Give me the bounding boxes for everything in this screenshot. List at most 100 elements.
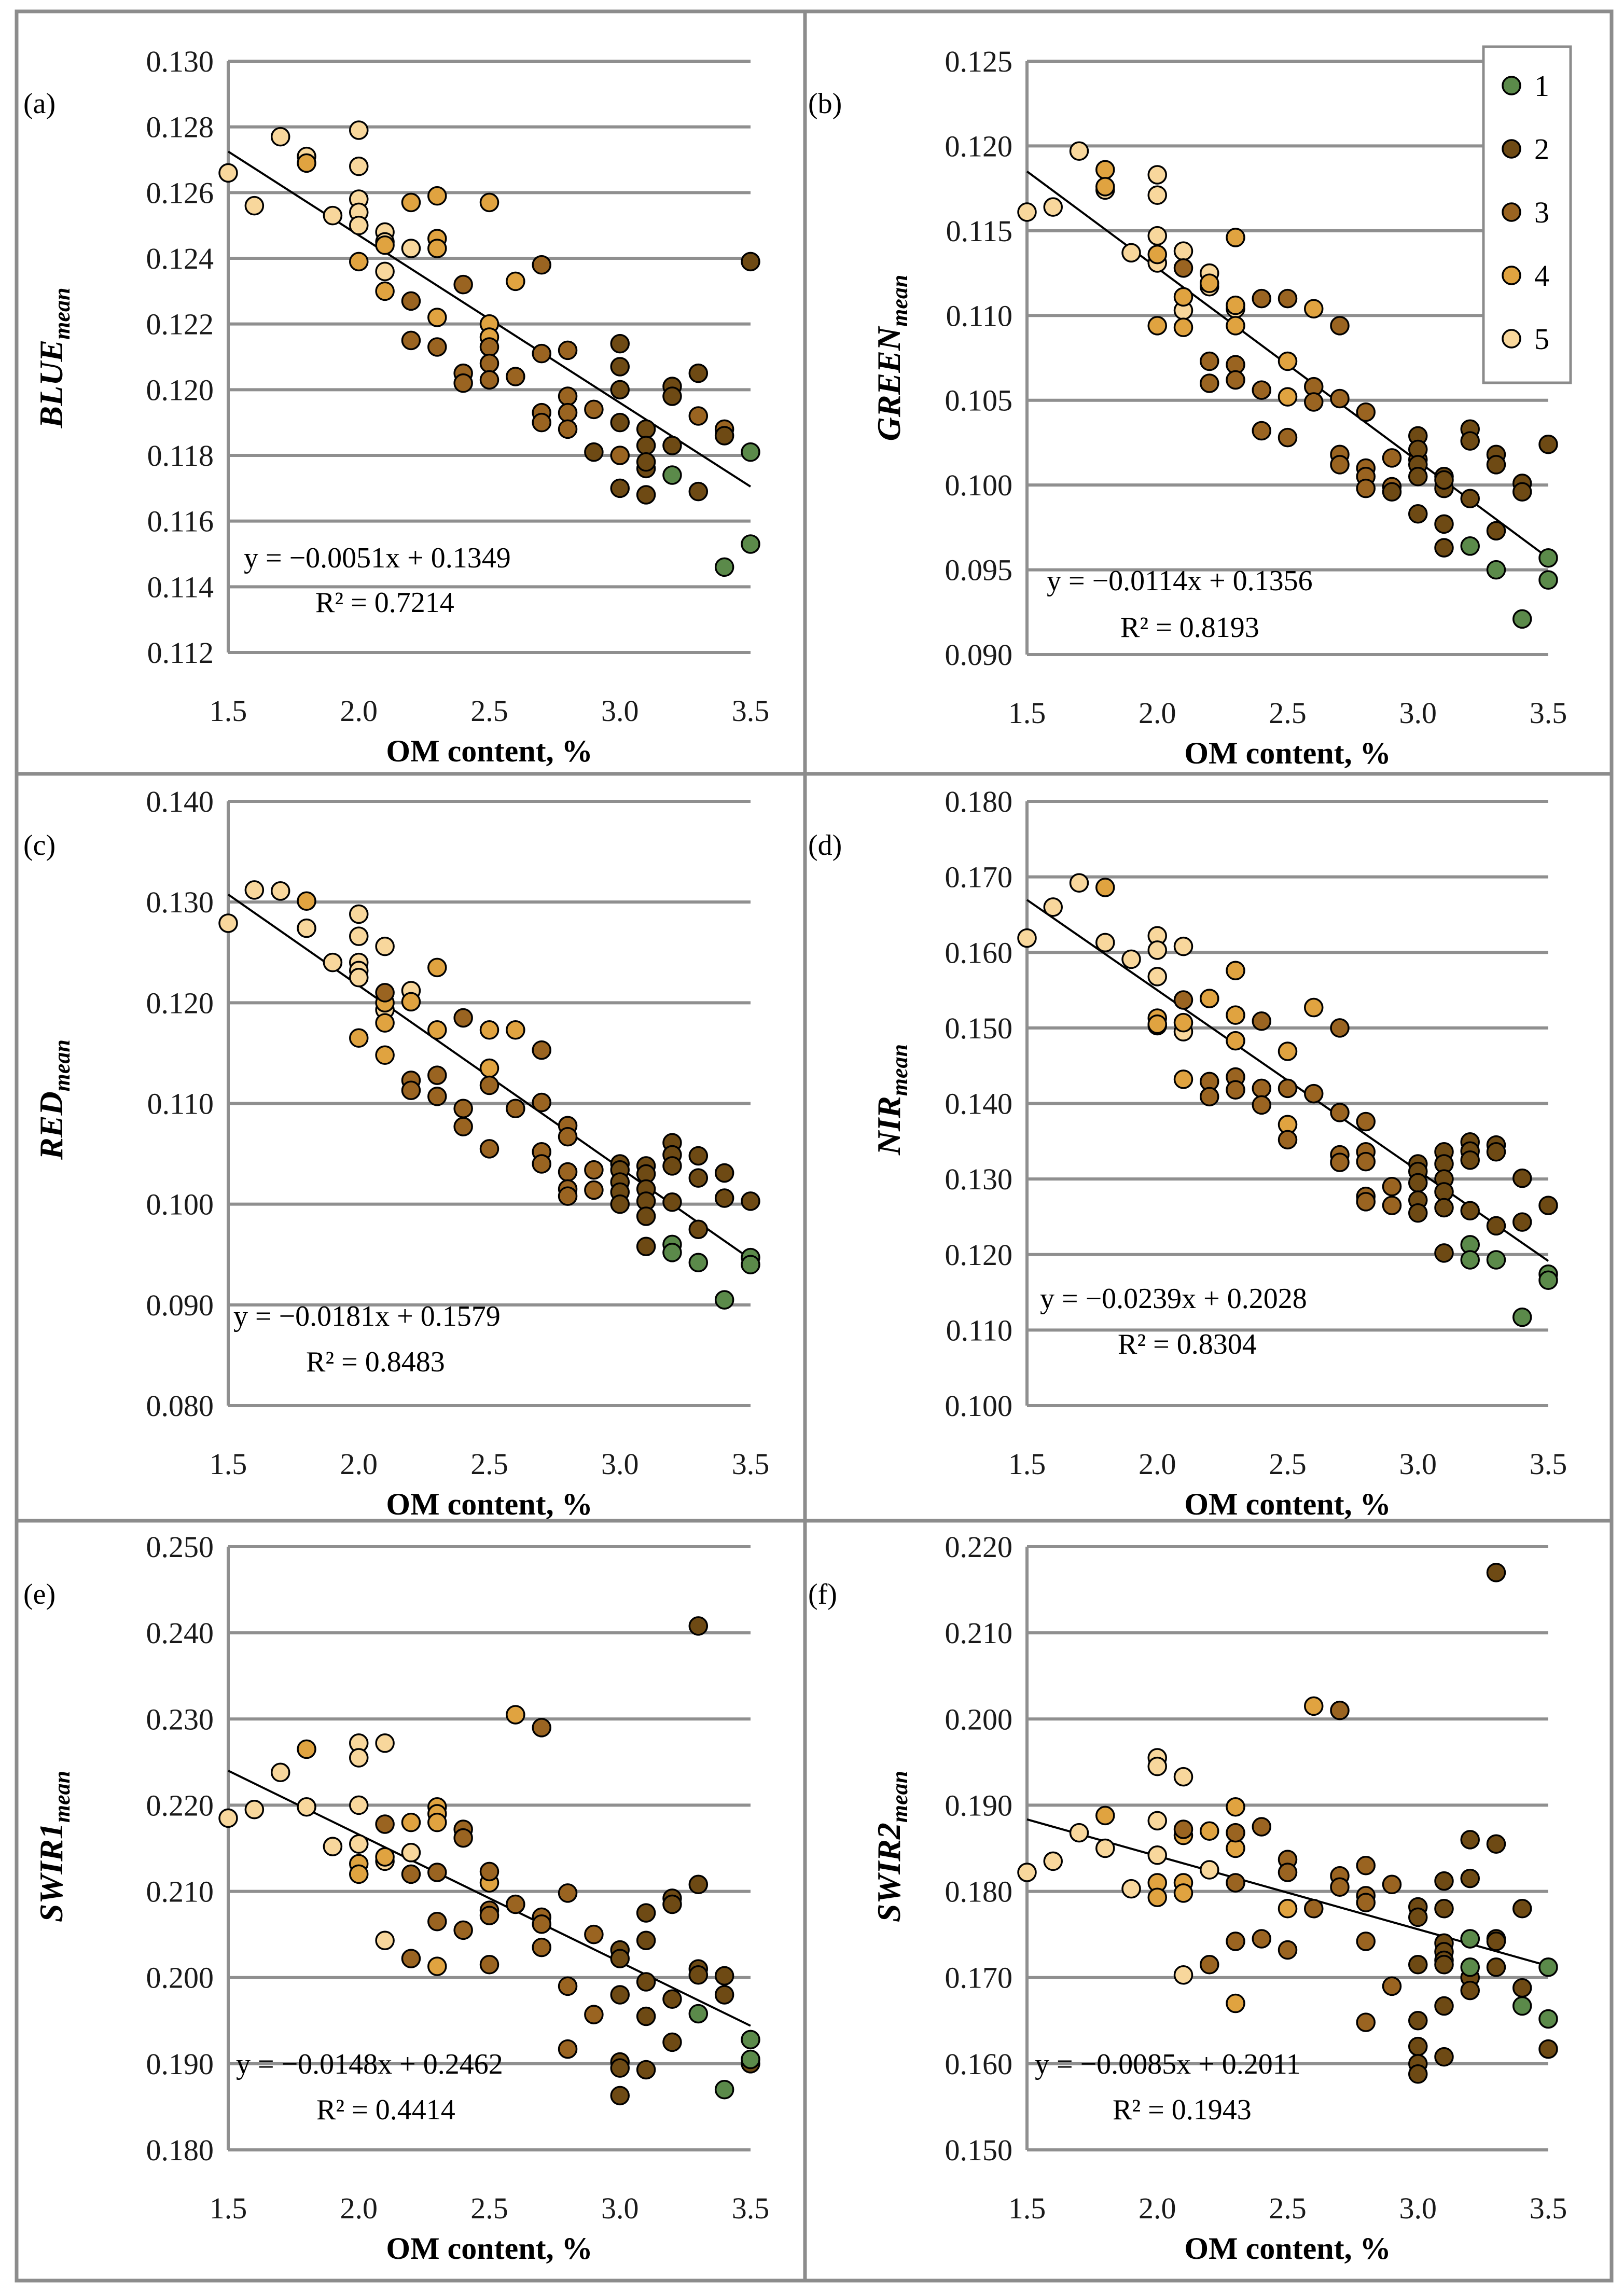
data-point-group-3 [584, 1924, 604, 1944]
trend-line [228, 1770, 751, 2027]
data-point-group-4 [1173, 1012, 1193, 1033]
data-point-group-3 [532, 1092, 551, 1113]
y-tick-label: 0.125 [945, 45, 1013, 78]
data-point-group-4 [1278, 1041, 1298, 1061]
panel-label: (b) [808, 88, 842, 120]
data-point-group-2 [636, 1972, 656, 1992]
x-tick-label: 3.0 [601, 2191, 639, 2225]
legend-marker-5 [1502, 329, 1521, 349]
y-tick-label: 0.140 [146, 785, 214, 818]
data-point-group-3 [558, 1883, 578, 1903]
data-point-group-3 [1382, 1176, 1402, 1197]
data-point-group-2 [1434, 1899, 1454, 1919]
regression-equation: y = −0.0085x + 0.2011 [1035, 2048, 1301, 2080]
data-point-group-2 [741, 252, 760, 272]
data-point-group-3 [1330, 316, 1350, 336]
data-point-group-2 [1486, 1216, 1506, 1236]
data-point-group-3 [1200, 1955, 1219, 1975]
data-point-group-3 [558, 419, 578, 439]
data-point-group-2 [1460, 1830, 1480, 1850]
data-point-group-3 [1330, 1018, 1350, 1038]
y-tick-label: 0.250 [146, 1530, 214, 1564]
x-tick-label: 3.5 [1530, 696, 1567, 730]
data-point-group-4 [427, 308, 447, 327]
data-point-group-2 [610, 1194, 630, 1214]
y-tick-label: 0.170 [945, 1961, 1013, 1995]
data-point-group-3 [1173, 1819, 1193, 1839]
data-point-group-2 [610, 357, 630, 377]
data-point-group-4 [1147, 244, 1167, 265]
x-tick-label: 3.0 [1399, 2191, 1437, 2225]
y-tick-label: 0.210 [146, 1875, 214, 1909]
data-point-group-2 [1512, 1212, 1532, 1232]
data-point-group-3 [1252, 1078, 1271, 1099]
data-point-group-2 [1408, 1203, 1428, 1223]
data-point-group-3 [453, 373, 473, 393]
panel-frame [803, 1519, 1614, 2283]
legend-marker-3 [1502, 202, 1521, 222]
x-axis-label: OM content, % [386, 1487, 592, 1521]
data-point-group-2 [636, 2006, 656, 2026]
data-point-group-3 [1356, 1932, 1376, 1951]
data-point-group-3 [1252, 1817, 1271, 1837]
y-tick-label: 0.210 [945, 1616, 1013, 1650]
data-point-group-4 [506, 1705, 525, 1725]
data-point-group-4 [1200, 1821, 1219, 1841]
data-point-group-3 [1173, 258, 1193, 278]
y-tick-label: 0.126 [146, 176, 214, 210]
legend-marker-1 [1502, 76, 1521, 95]
data-point-group-4 [401, 992, 421, 1012]
data-point-group-3 [1330, 1103, 1350, 1122]
y-axis-label-subscript: mean [49, 1771, 75, 1823]
y-axis-label: GREENmean [870, 275, 912, 441]
data-point-group-3 [1252, 1095, 1271, 1115]
data-point-group-3 [479, 353, 499, 373]
data-point-group-4 [1226, 228, 1245, 247]
data-point-group-2 [610, 1985, 630, 2005]
data-point-group-3 [401, 1080, 421, 1101]
data-point-group-2 [1434, 1243, 1454, 1263]
data-point-group-2 [636, 485, 656, 505]
data-point-group-1 [741, 2049, 760, 2069]
y-tick-label: 0.110 [147, 1087, 214, 1121]
data-point-group-4 [427, 239, 447, 258]
data-point-group-2 [610, 2086, 630, 2106]
data-point-group-3 [1330, 1152, 1350, 1172]
data-point-group-3 [558, 1976, 578, 1996]
data-point-group-2 [1408, 467, 1428, 487]
data-point-group-3 [558, 1127, 578, 1147]
data-point-group-1 [714, 2079, 734, 2100]
data-point-group-4 [427, 1956, 447, 1976]
data-point-group-5 [1069, 141, 1089, 161]
data-point-group-2 [714, 1985, 734, 2005]
data-point-group-1 [688, 1253, 709, 1273]
x-tick-label: 2.0 [340, 2191, 378, 2225]
data-point-group-4 [375, 281, 395, 301]
x-axis-label: OM content, % [386, 2231, 592, 2266]
data-point-group-3 [401, 330, 421, 351]
data-point-group-5 [349, 1834, 369, 1854]
data-point-group-3 [558, 2039, 578, 2059]
data-point-group-2 [1408, 504, 1428, 524]
data-point-group-2 [1408, 1907, 1428, 1927]
data-point-group-2 [688, 1168, 709, 1188]
data-point-group-5 [1173, 1767, 1193, 1787]
data-point-group-5 [375, 261, 395, 282]
regression-equation: y = −0.0114x + 0.1356 [1047, 565, 1313, 597]
data-point-group-4 [375, 1013, 395, 1033]
x-tick-label: 2.0 [1139, 696, 1176, 730]
x-tick-label: 3.5 [1530, 1447, 1567, 1481]
data-point-group-5 [1147, 940, 1167, 960]
y-tick-label: 0.240 [146, 1616, 214, 1650]
data-point-group-1 [714, 557, 734, 577]
data-point-group-4 [1278, 387, 1298, 407]
data-point-group-4 [297, 1739, 316, 1759]
data-point-group-2 [610, 334, 630, 354]
y-tick-label: 0.230 [146, 1702, 214, 1736]
data-point-group-2 [636, 1930, 656, 1951]
y-tick-label: 0.120 [146, 373, 214, 407]
data-point-group-5 [349, 215, 369, 235]
data-point-group-5 [270, 127, 290, 147]
y-axis-label-subscript: mean [49, 288, 75, 340]
